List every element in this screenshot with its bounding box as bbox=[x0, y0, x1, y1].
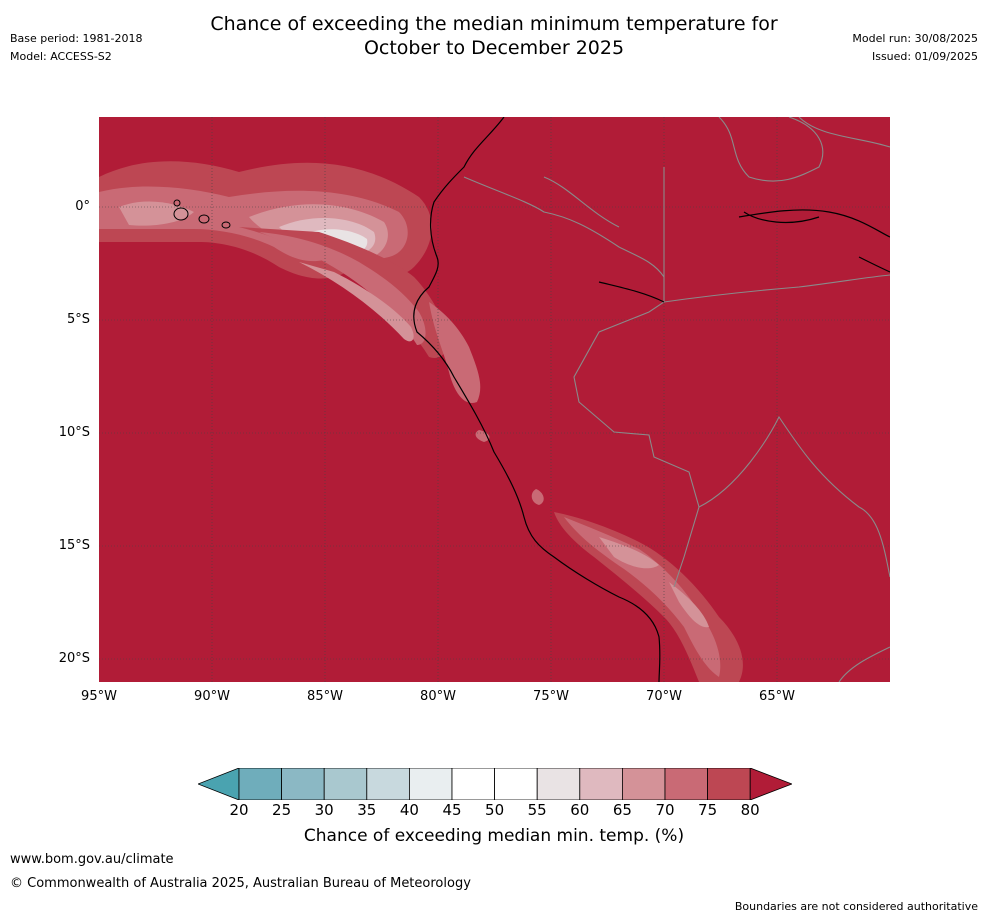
colorbar-cell bbox=[281, 768, 325, 800]
colorbar-tick-label: 40 bbox=[399, 801, 419, 819]
title-line-1: Chance of exceeding the median minimum t… bbox=[210, 13, 778, 35]
colorbar-extend-high bbox=[749, 768, 792, 800]
lon-label-75w: 75°W bbox=[533, 689, 569, 704]
colorbar-tick-label: 25 bbox=[272, 801, 292, 819]
boundary-disclaimer: Boundaries are not considered authoritat… bbox=[734, 900, 978, 913]
colorbar-cell bbox=[707, 768, 751, 800]
colorbar-cell bbox=[621, 768, 666, 800]
lat-label-20s: 20°S bbox=[58, 651, 90, 666]
probability-map bbox=[99, 117, 890, 682]
graticule bbox=[99, 117, 890, 682]
title-line-2: October to December 2025 bbox=[363, 37, 625, 59]
southern-anomaly bbox=[475, 430, 743, 682]
colorbar-cell bbox=[536, 768, 581, 800]
colorbar bbox=[198, 768, 792, 800]
lon-label-80w: 80°W bbox=[420, 689, 456, 704]
lon-label-95w: 95°W bbox=[81, 689, 117, 704]
colorbar-tick-label: 80 bbox=[740, 801, 760, 819]
country-borders bbox=[463, 117, 890, 682]
colorbar-cell bbox=[579, 768, 623, 800]
colorbar-cell bbox=[323, 768, 368, 800]
meta-right: Model run: 30/08/2025 Issued: 01/09/2025 bbox=[852, 30, 978, 66]
lat-label-15s: 15°S bbox=[58, 538, 90, 553]
source-url: www.bom.gov.au/climate bbox=[10, 852, 174, 867]
colorbar-tick-label: 75 bbox=[698, 801, 718, 819]
coastlines bbox=[413, 117, 890, 682]
colorbar-extend-low bbox=[198, 768, 240, 800]
colorbar-tick-label: 20 bbox=[229, 801, 249, 819]
model-run: Model run: 30/08/2025 bbox=[852, 32, 978, 45]
colorbar-tick-label: 65 bbox=[612, 801, 632, 819]
colorbar-cell bbox=[366, 768, 410, 800]
colorbar-label: Chance of exceeding median min. temp. (%… bbox=[303, 826, 685, 846]
colorbar-tick-label: 50 bbox=[485, 801, 505, 819]
map-title: Chance of exceeding the median minimum t… bbox=[0, 12, 988, 60]
colorbar-cell bbox=[664, 768, 708, 800]
colorbar-tick-label: 70 bbox=[655, 801, 675, 819]
colorbar-cell bbox=[238, 768, 282, 800]
lon-label-70w: 70°W bbox=[646, 689, 682, 704]
meta-left: Base period: 1981-2018 Model: ACCESS-S2 bbox=[10, 30, 142, 66]
colorbar-tick-label: 55 bbox=[527, 801, 547, 819]
lat-label-0: 0° bbox=[75, 199, 90, 214]
copyright-notice: © Commonwealth of Australia 2025, Austra… bbox=[10, 876, 471, 891]
lat-label-10s: 10°S bbox=[58, 425, 90, 440]
colorbar-tick-label: 60 bbox=[570, 801, 590, 819]
colorbar-tick-label: 45 bbox=[442, 801, 462, 819]
colorbar-tick-label: 35 bbox=[357, 801, 377, 819]
lon-label-90w: 90°W bbox=[194, 689, 230, 704]
model-name: Model: ACCESS-S2 bbox=[10, 50, 112, 63]
lon-label-65w: 65°W bbox=[759, 689, 795, 704]
colorbar-cell bbox=[408, 768, 453, 800]
colorbar-cell bbox=[451, 768, 495, 800]
lat-label-5s: 5°S bbox=[66, 312, 90, 327]
galapagos-islands bbox=[173, 199, 231, 229]
base-period: Base period: 1981-2018 bbox=[10, 32, 143, 45]
colorbar-cell bbox=[494, 768, 538, 800]
lon-label-85w: 85°W bbox=[307, 689, 343, 704]
issued-date: Issued: 01/09/2025 bbox=[871, 50, 978, 63]
colorbar-tick-label: 30 bbox=[314, 801, 334, 819]
coastal-anomaly bbox=[239, 227, 481, 403]
